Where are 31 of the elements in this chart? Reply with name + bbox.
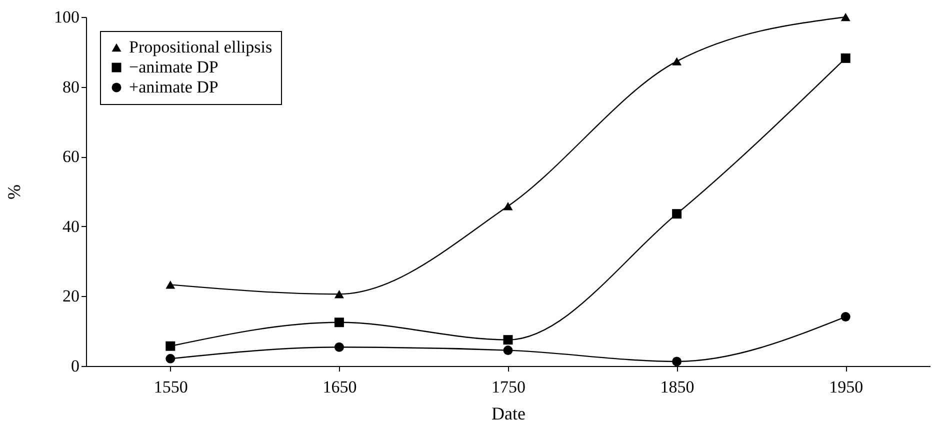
y-tick-label: 60 bbox=[62, 147, 80, 166]
point bbox=[166, 280, 176, 289]
x-tick-label: 1850 bbox=[660, 378, 694, 396]
point bbox=[334, 318, 344, 328]
point bbox=[334, 290, 344, 298]
point bbox=[503, 335, 513, 345]
x-tick-label: 1950 bbox=[829, 378, 864, 396]
y-axis-title: % bbox=[4, 184, 24, 200]
y-tick-label: 40 bbox=[62, 216, 80, 236]
point bbox=[334, 342, 344, 352]
point bbox=[840, 53, 850, 63]
point bbox=[840, 12, 850, 22]
point bbox=[166, 341, 176, 351]
legend-label: Propositional ellipsis bbox=[129, 38, 272, 56]
point bbox=[840, 312, 850, 322]
x-tick-label: 1650 bbox=[322, 378, 357, 396]
legend-label: +animate DP bbox=[129, 78, 218, 96]
x-axis-title: Date bbox=[492, 404, 526, 424]
legend-label: −animate DP bbox=[129, 58, 218, 76]
x-tick-label: 1750 bbox=[492, 378, 526, 396]
point bbox=[503, 202, 513, 210]
point bbox=[503, 346, 513, 356]
point bbox=[672, 57, 682, 66]
x-tick-label: 1550 bbox=[154, 378, 188, 396]
point bbox=[166, 354, 176, 364]
y-tick-label: 20 bbox=[62, 286, 80, 306]
point bbox=[672, 209, 682, 219]
y-tick-label: 80 bbox=[62, 77, 80, 96]
point bbox=[672, 356, 682, 366]
y-tick-label: 0 bbox=[71, 356, 80, 376]
y-tick-label: 100 bbox=[54, 8, 80, 26]
